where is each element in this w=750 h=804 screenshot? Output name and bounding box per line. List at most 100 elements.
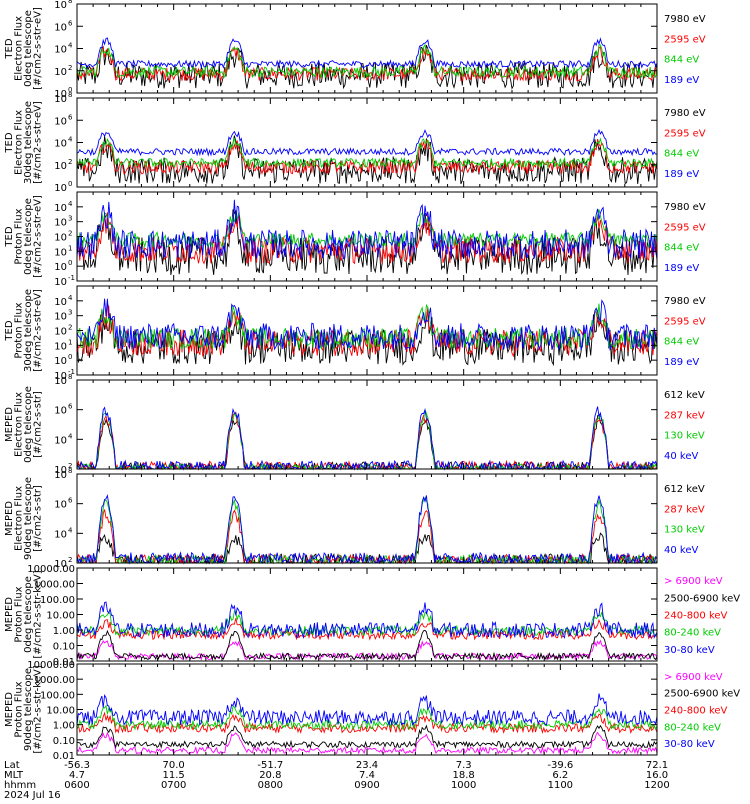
legend-entry-7-5: 30-80 keV xyxy=(664,645,715,656)
y-tick-exponent-3-6: 4 xyxy=(68,200,73,208)
x-axis-row-label-2: MLT xyxy=(4,770,24,781)
y-axis-label-4-1: TED xyxy=(4,320,15,341)
y-tick-exponent-1-3: 4 xyxy=(68,42,73,50)
y-axis-label-5-4: [#/cm2-s-str] xyxy=(33,391,44,458)
panel-frame xyxy=(76,285,658,376)
y-axis-label-3-4: [#/cm2-s-str-eV] xyxy=(33,195,44,278)
y-tick-exponent-3-2: 0 xyxy=(68,259,72,267)
y-tick-exponent-4-3: 1 xyxy=(68,338,72,346)
legend-entry-5-1: 612 keV xyxy=(664,390,705,401)
legend-entry-2-1: 7980 eV xyxy=(664,108,706,119)
x-tick-hhmm-6: 1100 xyxy=(548,780,573,791)
panel-frame xyxy=(76,567,658,662)
y-axis-label-4-2: Proton Flux xyxy=(14,302,25,358)
y-tick-label-3-5: 10 xyxy=(54,218,67,229)
y-axis-label-6-2: Electron Flux xyxy=(14,486,25,551)
y-tick-label-4-1: 10 xyxy=(54,371,67,382)
y-axis-label-2-3: 30deg telescope xyxy=(23,101,34,184)
y-tick-label-5-4: 10 xyxy=(54,376,67,387)
x-tick-lat-4: 23.4 xyxy=(356,760,378,771)
y-tick-label-8-5: 100.00 xyxy=(40,690,75,701)
y-tick-label-7-2: 0.10 xyxy=(53,642,75,653)
legend-entry-6-1: 612 keV xyxy=(664,484,705,495)
y-tick-exponent-6-3: 6 xyxy=(68,497,73,505)
y-tick-label-1-2: 10 xyxy=(54,67,67,78)
y-axis-label-5-2: Electron Flux xyxy=(14,392,25,457)
y-tick-exponent-1-5: 8 xyxy=(68,0,72,5)
y-tick-label-6-1: 10 xyxy=(54,559,67,570)
y-tick-exponent-5-3: 6 xyxy=(68,403,73,411)
x-tick-hhmm-2: 0700 xyxy=(161,780,186,791)
y-tick-label-8-3: 1.00 xyxy=(53,721,75,732)
x-tick-mlt-7: 16.0 xyxy=(646,770,668,781)
x-tick-hhmm-7: 1200 xyxy=(644,780,669,791)
y-axis-label-7-1: MEPED xyxy=(4,597,15,632)
y-tick-label-2-1: 10 xyxy=(54,183,67,194)
legend-entry-6-2: 287 keV xyxy=(664,504,705,515)
legend-entry-3-1: 7980 eV xyxy=(664,202,706,213)
series-line-5-2 xyxy=(76,411,658,471)
y-tick-label-6-3: 10 xyxy=(54,500,67,511)
y-tick-exponent-2-5: 8 xyxy=(68,91,72,99)
y-tick-label-5-1: 10 xyxy=(54,465,67,476)
y-tick-label-7-5: 100.00 xyxy=(40,595,75,606)
x-tick-lat-1: -56.3 xyxy=(64,760,90,771)
panel-frame xyxy=(76,379,658,470)
y-axis-label-7-3: 0deg telescope xyxy=(23,576,34,653)
y-tick-exponent-2-1: 0 xyxy=(68,180,72,188)
x-tick-hhmm-3: 0800 xyxy=(258,780,283,791)
series-line-1-3 xyxy=(76,43,658,80)
y-tick-label-7-4: 10.00 xyxy=(46,611,75,622)
legend-entry-7-1: > 6900 keV xyxy=(664,576,723,587)
legend-entry-7-3: 240-800 keV xyxy=(664,611,728,622)
y-tick-label-4-4: 10 xyxy=(54,327,67,338)
y-tick-exponent-3-3: 1 xyxy=(68,244,72,252)
y-tick-label-7-1: 0.01 xyxy=(53,657,75,668)
legend-entry-1-2: 2595 eV xyxy=(664,34,706,45)
x-tick-mlt-2: 11.5 xyxy=(163,770,185,781)
y-axis-label-2-1: TED xyxy=(4,132,15,153)
x-tick-mlt-1: 4.7 xyxy=(69,770,85,781)
y-tick-label-8-4: 10.00 xyxy=(46,706,75,717)
chart-panel-8: 0.01 0.10 1.00 10.00 100.00 1000.00 10000.00 ME… xyxy=(4,660,740,762)
y-tick-label-1-4: 10 xyxy=(54,22,67,33)
y-axis-label-4-3: 30deg telescope xyxy=(23,289,34,372)
x-tick-mlt-5: 18.8 xyxy=(453,770,475,781)
y-tick-exponent-2-3: 4 xyxy=(68,136,73,144)
y-tick-exponent-2-4: 6 xyxy=(68,113,73,121)
legend-entry-3-3: 844 eV xyxy=(664,243,699,254)
legend-entry-6-3: 130 keV xyxy=(664,525,705,536)
y-tick-exponent-5-1: 2 xyxy=(68,462,72,470)
y-tick-label-2-3: 10 xyxy=(54,139,67,150)
x-tick-mlt-3: 20.8 xyxy=(259,770,281,781)
y-tick-exponent-3-1: -1 xyxy=(68,274,75,282)
series-line-5-3 xyxy=(76,408,658,471)
legend-entry-6-4: 40 keV xyxy=(664,545,698,556)
y-tick-exponent-3-4: 2 xyxy=(68,230,72,238)
y-tick-label-2-4: 10 xyxy=(54,116,67,127)
y-axis-label-3-2: Proton Flux xyxy=(14,208,25,264)
x-axis-row-label-3: hhmm xyxy=(4,780,36,791)
y-tick-label-8-6: 1000.00 xyxy=(34,675,75,686)
y-tick-label-2-2: 10 xyxy=(54,161,67,172)
y-tick-label-6-4: 10 xyxy=(54,470,67,481)
y-tick-label-4-3: 10 xyxy=(54,341,67,352)
legend-entry-2-4: 189 eV xyxy=(664,169,699,180)
x-tick-lat-2: 70.0 xyxy=(163,760,185,771)
y-tick-label-5-2: 10 xyxy=(54,435,67,446)
y-tick-label-8-7: 10000.00 xyxy=(27,660,75,671)
y-axis-label-7-2: Proton Flux xyxy=(14,586,25,642)
y-tick-exponent-4-5: 3 xyxy=(68,309,72,317)
legend-entry-5-2: 287 keV xyxy=(664,410,705,421)
y-axis-label-5-3: 0deg telescope xyxy=(23,386,34,463)
x-tick-lat-3: -51.7 xyxy=(257,760,283,771)
series-line-8-5 xyxy=(76,693,658,727)
series-line-3-4 xyxy=(76,199,658,260)
y-tick-label-6-2: 10 xyxy=(54,529,67,540)
series-line-3-3 xyxy=(76,209,658,249)
y-tick-label-2-5: 10 xyxy=(54,94,67,105)
y-tick-exponent-5-4: 8 xyxy=(68,373,72,381)
y-tick-exponent-3-5: 3 xyxy=(68,215,72,223)
